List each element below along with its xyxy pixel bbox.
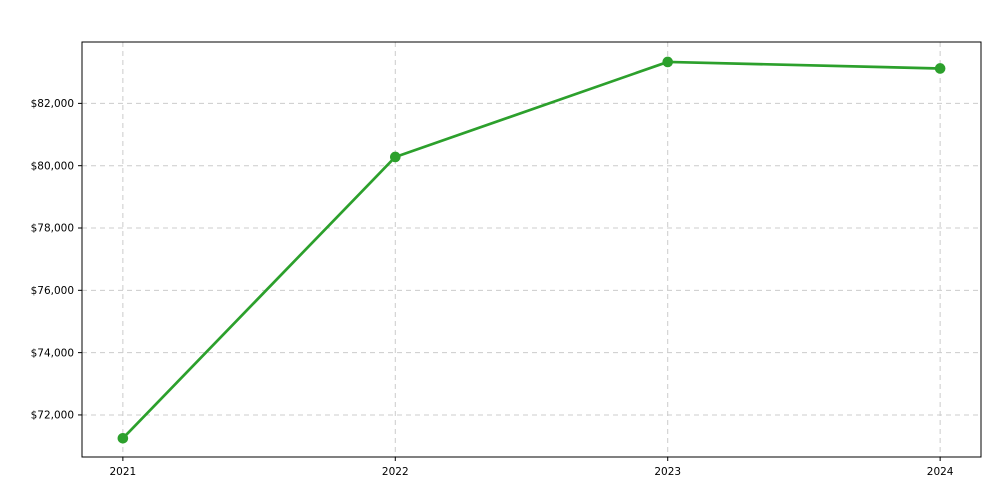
y-tick-label: $80,000 [31,160,74,172]
y-tick-label: $78,000 [31,223,74,235]
x-tick-label: 2022 [382,466,409,478]
y-tick-label: $74,000 [31,347,74,359]
y-tick-label: $82,000 [31,98,74,110]
x-tick-label: 2023 [654,466,681,478]
series-line [121,60,942,440]
y-tick-label: $72,000 [31,410,74,422]
data-point-marker [117,433,129,444]
x-tick-label: 2024 [927,466,954,478]
data-point-marker [389,151,401,163]
data-point-marker [934,63,946,74]
plot-frame [81,41,982,458]
x-tick-label: 2021 [109,466,136,478]
y-tick-label: $76,000 [31,285,74,297]
data-point-marker [662,56,674,68]
